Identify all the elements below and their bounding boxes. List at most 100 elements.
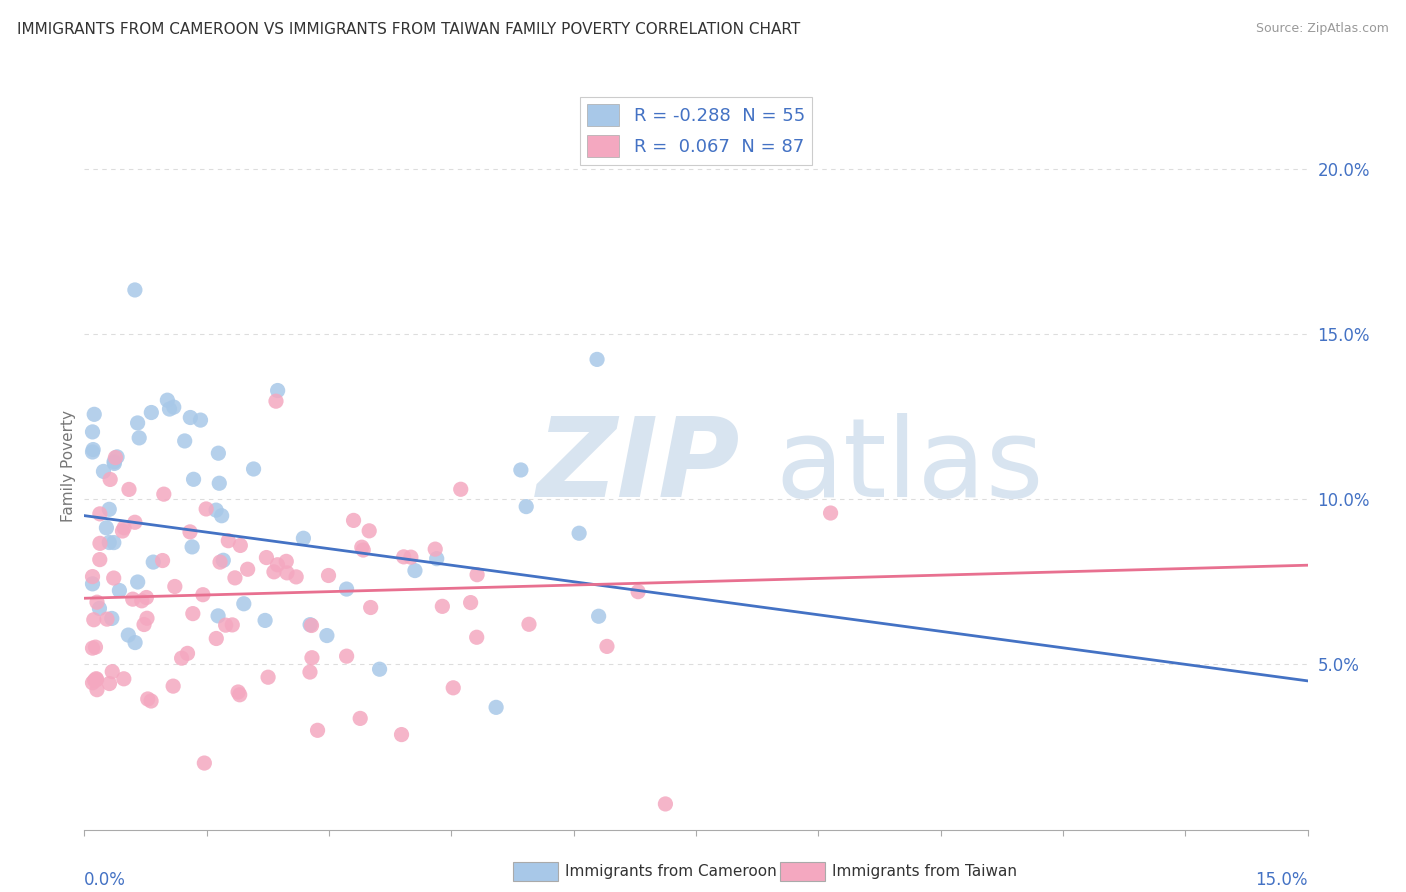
- Point: [104, 450, 127, 465]
- Point: [82, 445, 104, 459]
- Point: [254, 614, 277, 628]
- Point: [84, 640, 107, 654]
- Y-axis label: Family Poverty: Family Poverty: [60, 410, 76, 522]
- Point: [460, 596, 482, 610]
- Point: [131, 594, 153, 608]
- Point: [191, 588, 214, 602]
- Point: [515, 500, 537, 514]
- Point: [404, 564, 426, 578]
- Point: [301, 618, 323, 632]
- Point: [89, 552, 111, 566]
- Point: [153, 487, 176, 501]
- Point: [128, 431, 150, 445]
- Point: [103, 455, 125, 469]
- Point: [214, 618, 236, 632]
- Point: [426, 551, 449, 566]
- Point: [86, 682, 108, 697]
- Point: [368, 662, 391, 676]
- Point: [820, 506, 842, 520]
- Point: [159, 402, 181, 417]
- Point: [112, 521, 135, 535]
- Point: [89, 536, 111, 550]
- Point: [103, 571, 125, 585]
- Point: [170, 651, 193, 665]
- Point: [103, 535, 125, 549]
- Point: [342, 513, 364, 527]
- Point: [298, 665, 321, 679]
- Point: [82, 577, 104, 591]
- Point: [86, 673, 108, 687]
- Point: [586, 352, 609, 367]
- Point: [399, 550, 422, 565]
- Point: [285, 570, 308, 584]
- Point: [450, 483, 472, 497]
- Point: [654, 797, 676, 811]
- Point: [136, 611, 159, 625]
- Point: [84, 672, 107, 686]
- Point: [132, 617, 155, 632]
- Point: [98, 472, 121, 486]
- Legend: R = -0.288  N = 55, R =  0.067  N = 87: R = -0.288 N = 55, R = 0.067 N = 87: [579, 97, 813, 165]
- Text: 0.0%: 0.0%: [84, 871, 127, 889]
- Point: [425, 542, 447, 557]
- Text: 15.0%: 15.0%: [1256, 871, 1308, 889]
- Point: [299, 617, 322, 632]
- Point: [264, 394, 287, 409]
- Point: [392, 549, 415, 564]
- Point: [391, 728, 413, 742]
- Point: [212, 553, 235, 567]
- Text: Immigrants from Taiwan: Immigrants from Taiwan: [832, 864, 1018, 879]
- Point: [118, 483, 141, 497]
- Text: Source: ZipAtlas.com: Source: ZipAtlas.com: [1256, 22, 1389, 36]
- Point: [98, 502, 121, 516]
- Point: [142, 555, 165, 569]
- Point: [112, 672, 135, 686]
- Text: Immigrants from Cameroon: Immigrants from Cameroon: [565, 864, 778, 879]
- Point: [141, 405, 163, 419]
- Point: [83, 613, 105, 627]
- Point: [195, 502, 218, 516]
- Point: [242, 462, 264, 476]
- Point: [568, 526, 591, 541]
- Point: [360, 600, 382, 615]
- Point: [485, 700, 508, 714]
- Point: [111, 524, 134, 538]
- Point: [96, 612, 118, 626]
- Point: [318, 568, 340, 582]
- Point: [307, 723, 329, 738]
- Point: [163, 400, 186, 414]
- Point: [205, 632, 228, 646]
- Point: [432, 599, 454, 614]
- Point: [124, 283, 146, 297]
- Point: [121, 592, 143, 607]
- Point: [205, 503, 228, 517]
- Point: [117, 628, 139, 642]
- Point: [349, 711, 371, 725]
- Point: [292, 531, 315, 545]
- Point: [228, 688, 250, 702]
- Point: [163, 579, 186, 593]
- Point: [301, 650, 323, 665]
- Point: [217, 533, 239, 548]
- Point: [236, 562, 259, 576]
- Point: [257, 670, 280, 684]
- Point: [98, 676, 121, 690]
- Point: [136, 692, 159, 706]
- Point: [596, 640, 619, 654]
- Text: IMMIGRANTS FROM CAMEROON VS IMMIGRANTS FROM TAIWAN FAMILY POVERTY CORRELATION CH: IMMIGRANTS FROM CAMEROON VS IMMIGRANTS F…: [17, 22, 800, 37]
- Point: [82, 442, 104, 457]
- Point: [359, 524, 381, 538]
- Point: [93, 465, 115, 479]
- Point: [627, 584, 650, 599]
- Point: [316, 628, 339, 642]
- Point: [89, 507, 111, 521]
- Point: [465, 630, 488, 644]
- Point: [266, 384, 288, 398]
- Point: [156, 393, 179, 408]
- Point: [162, 679, 184, 693]
- Point: [336, 582, 359, 596]
- Point: [179, 410, 201, 425]
- Point: [276, 566, 298, 580]
- Point: [193, 756, 215, 770]
- Point: [179, 524, 201, 539]
